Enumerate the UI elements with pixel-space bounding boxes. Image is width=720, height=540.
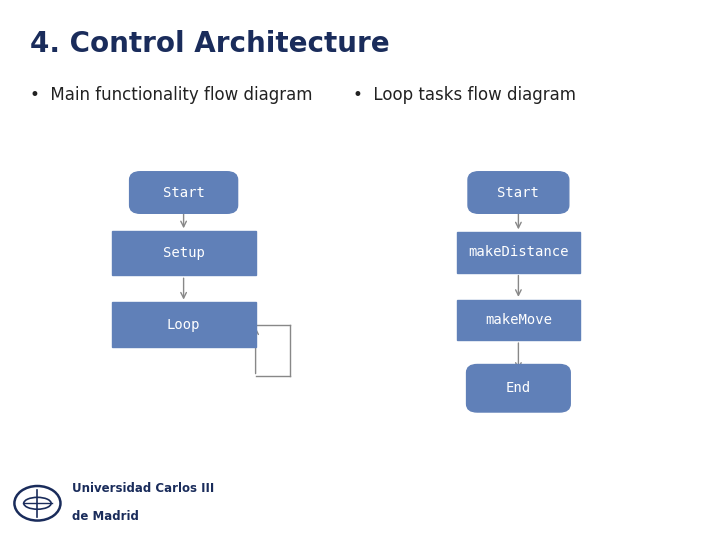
FancyBboxPatch shape (457, 300, 580, 340)
Circle shape (14, 486, 60, 521)
Text: Universidad Carlos III: Universidad Carlos III (72, 482, 215, 495)
Text: makeMove: makeMove (485, 313, 552, 327)
FancyBboxPatch shape (468, 172, 569, 213)
FancyBboxPatch shape (130, 172, 238, 213)
Text: 4. Control Architecture: 4. Control Architecture (30, 30, 390, 58)
FancyBboxPatch shape (457, 232, 580, 273)
FancyBboxPatch shape (112, 302, 256, 347)
Text: End: End (506, 381, 531, 395)
Text: Start: Start (498, 186, 539, 199)
Text: Setup: Setup (163, 246, 204, 260)
Text: Start: Start (163, 186, 204, 199)
Text: •  Main functionality flow diagram: • Main functionality flow diagram (30, 86, 312, 104)
FancyBboxPatch shape (467, 364, 570, 412)
Text: de Madrid: de Madrid (72, 510, 139, 523)
FancyBboxPatch shape (112, 231, 256, 275)
Text: Loop: Loop (167, 318, 200, 332)
Text: •  Loop tasks flow diagram: • Loop tasks flow diagram (353, 86, 576, 104)
Text: makeDistance: makeDistance (468, 246, 569, 259)
